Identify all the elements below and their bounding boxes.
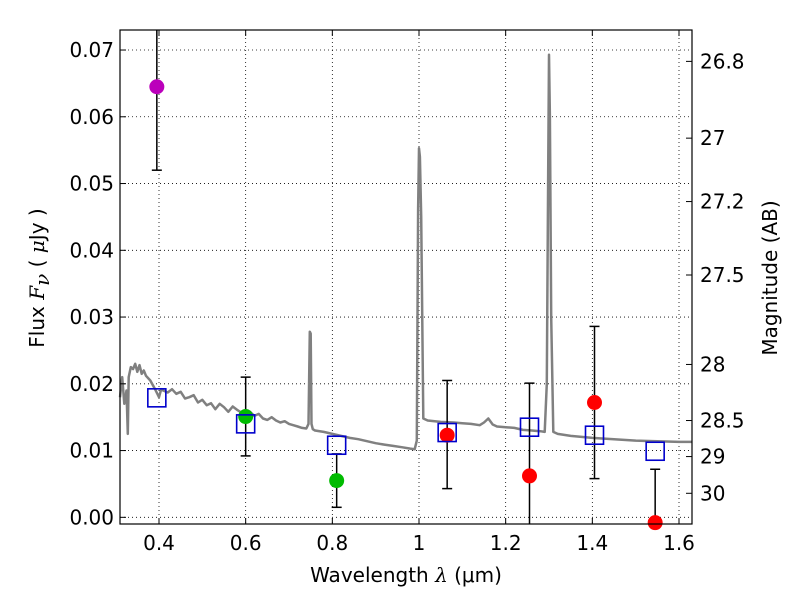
y-tick-label: 0.07 [69, 38, 114, 62]
model-photometry-points [147, 388, 665, 462]
model-photometry-square [326, 435, 347, 456]
observed-point-red [439, 427, 455, 443]
magnitude-tick-label: 27 [700, 126, 725, 150]
magnitude-tick-label: 29 [700, 445, 725, 469]
observed-point-red [522, 468, 537, 484]
y-tick-label: 0.04 [69, 238, 114, 262]
x-ticks: 0.4 0.6 0.8 1 1.2 1.4 1.6 [143, 30, 695, 555]
y-tick-label: 0.03 [69, 305, 114, 329]
magnitude-tick-label: 27.2 [700, 190, 745, 214]
observed-points [149, 79, 663, 531]
magnitude-tick-label: 28.5 [700, 409, 745, 433]
sed-model-series [118, 53, 692, 451]
sed-model-line [118, 53, 692, 451]
y-tick-label: 0.01 [69, 439, 114, 463]
magnitude-tick-label: 28 [700, 352, 725, 376]
y-tick-label: 0.06 [69, 105, 114, 129]
magnitude-axis-label: Magnitude (AB) [758, 200, 782, 355]
x-tick-label: 0.6 [230, 531, 262, 555]
magnitude-ticks: 26.8 27 27.2 27.5 28 28.5 29 30 [686, 49, 745, 505]
plot-frame [119, 29, 693, 525]
x-tick-label: 1.2 [490, 531, 522, 555]
magnitude-tick-label: 30 [700, 481, 725, 505]
magnitude-tick-label: 26.8 [700, 49, 745, 73]
model-photometry-square [519, 417, 540, 438]
observed-point-red [647, 515, 663, 531]
magnitude-tick-label: 27.5 [700, 263, 745, 287]
x-tick-label: 1.6 [663, 531, 695, 555]
error-bars [151, 30, 661, 524]
y-ticks: 0.00 0.01 0.02 0.03 0.04 0.05 0.06 0.07 [69, 38, 126, 529]
model-photometry-square [437, 422, 457, 443]
model-photometry-square [235, 414, 256, 434]
model-photometry-square [645, 441, 665, 462]
x-tick-label: 1 [413, 531, 426, 555]
observed-point-green [238, 409, 254, 425]
x-tick-label: 0.4 [143, 531, 175, 555]
x-tick-label: 1.4 [576, 531, 608, 555]
observed-point-magenta [149, 79, 165, 95]
model-photometry-square [147, 388, 167, 408]
y-tick-label: 0.00 [69, 505, 114, 529]
observed-point-green [329, 473, 345, 489]
y-tick-label: 0.02 [69, 372, 114, 396]
y-axis-label: Flux Fν ( μJy ) [25, 208, 54, 347]
x-tick-label: 0.8 [316, 531, 348, 555]
x-axis-label: Wavelength λ (μm) [310, 563, 502, 587]
model-photometry-square [584, 425, 605, 446]
y-tick-label: 0.05 [69, 172, 114, 196]
grid [120, 30, 692, 524]
observed-point-red [587, 395, 602, 411]
